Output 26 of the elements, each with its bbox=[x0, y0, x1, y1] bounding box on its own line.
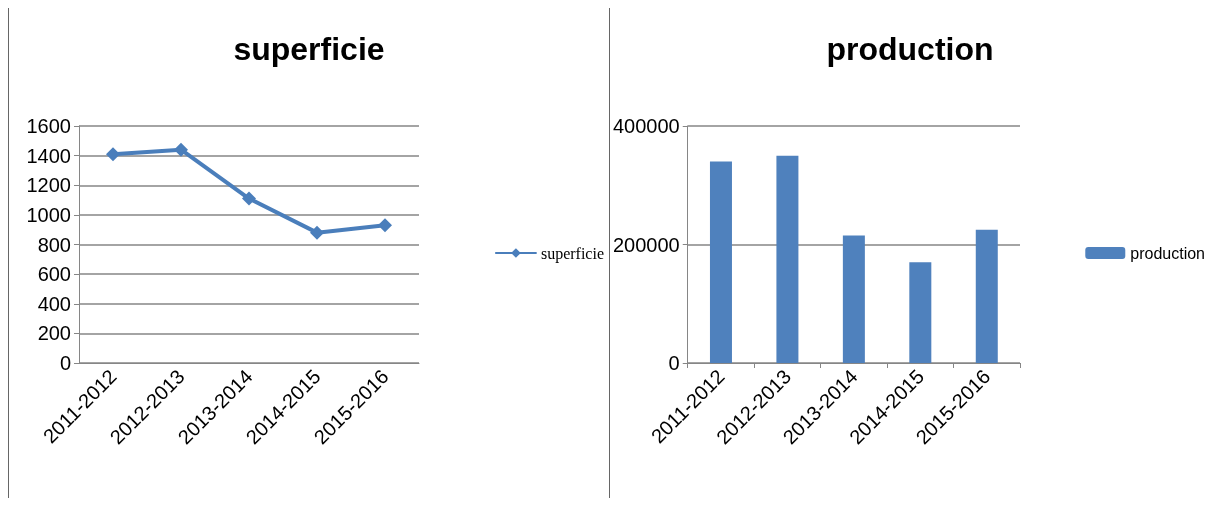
bar bbox=[709, 161, 732, 363]
y-tick-label: 1000 bbox=[26, 203, 71, 226]
bar bbox=[975, 229, 998, 363]
y-tick-label: 200 bbox=[37, 322, 71, 345]
y-tick-label: 600 bbox=[37, 263, 71, 286]
point bbox=[310, 225, 324, 240]
chart-title: superficie bbox=[233, 31, 385, 67]
y-tick-label: 400 bbox=[37, 292, 71, 315]
point bbox=[378, 218, 392, 233]
legend-label: superficie bbox=[540, 244, 604, 263]
y-tick-label: 400000 bbox=[612, 115, 680, 137]
y-tick-label: 0 bbox=[59, 352, 71, 374]
point bbox=[242, 191, 256, 206]
bar bbox=[776, 155, 799, 363]
y-tick-label: 0 bbox=[668, 352, 680, 374]
bar bbox=[842, 235, 865, 363]
point bbox=[174, 142, 188, 157]
y-tick-label: 1200 bbox=[26, 174, 71, 197]
legend-label: production bbox=[1130, 244, 1205, 262]
y-tick-label: 1400 bbox=[26, 144, 71, 167]
point bbox=[106, 147, 120, 162]
y-tick-label: 800 bbox=[37, 233, 71, 256]
y-tick-label: 1600 bbox=[26, 115, 71, 137]
chart-title: production bbox=[826, 31, 994, 67]
y-tick-label: 200000 bbox=[612, 233, 680, 256]
bar bbox=[909, 262, 932, 363]
